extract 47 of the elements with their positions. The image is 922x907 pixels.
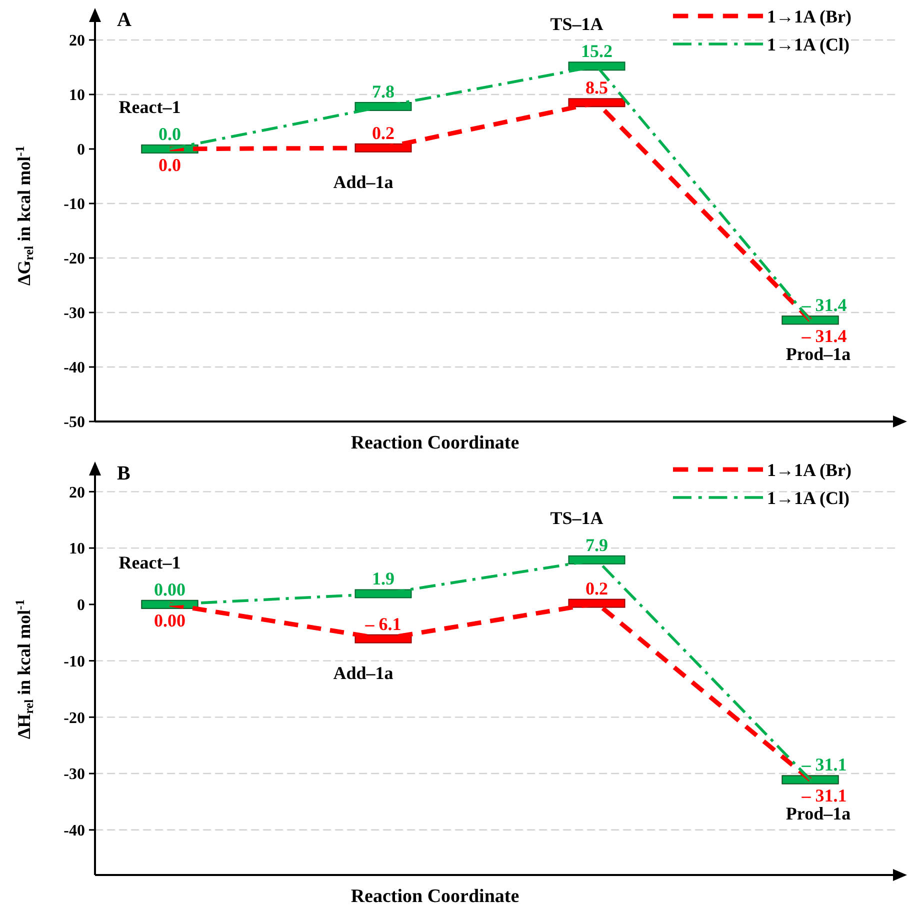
- data-label: 15.2: [581, 41, 613, 62]
- legend-label: 1→1A (Br): [767, 460, 852, 480]
- y-tick-label: -10: [64, 196, 85, 214]
- data-label: – 31.4: [800, 326, 847, 346]
- data-label: – 31.1: [800, 754, 847, 775]
- y-tick-label: -40: [64, 822, 85, 840]
- data-label: 0.2: [372, 122, 394, 143]
- legend-label: 1→1A (Cl): [767, 34, 850, 54]
- y-tick-label: 10: [69, 87, 85, 104]
- y-tick-label: -30: [64, 766, 85, 784]
- y-tick-label: -50: [64, 414, 85, 432]
- data-label: 0.0: [158, 154, 181, 175]
- data-label: – 31.1: [800, 786, 847, 806]
- data-label: 0.2: [586, 578, 608, 598]
- y-tick-label: 10: [69, 540, 85, 558]
- annotation: React–1: [118, 552, 181, 572]
- y-tick-label: 20: [69, 32, 85, 50]
- data-label: 0.00: [154, 610, 186, 630]
- data-label: 0.0: [158, 124, 181, 144]
- chart-title: A: [117, 9, 132, 31]
- y-tick-label: 20: [69, 484, 85, 502]
- annotation: Add–1a: [333, 172, 394, 192]
- annotation: React–1: [118, 96, 181, 117]
- annotation: Prod–1a: [786, 344, 851, 364]
- x-axis-title: Reaction Coordinate: [350, 886, 520, 907]
- annotation: TS–1A: [550, 508, 604, 528]
- annotation: TS–1A: [550, 14, 604, 34]
- y-tick-label: -20: [64, 250, 85, 268]
- data-label: – 6.1: [364, 614, 402, 634]
- y-tick-label: -10: [64, 653, 85, 670]
- y-tick-label: -20: [64, 710, 85, 727]
- data-label: – 31.4: [800, 295, 847, 316]
- y-tick-label: 0: [77, 142, 85, 159]
- data-label: 8.5: [586, 78, 608, 98]
- data-label: 0.00: [154, 579, 186, 600]
- x-axis-title: Reaction Coordinate: [350, 432, 520, 454]
- y-tick-label: -30: [64, 305, 85, 322]
- chart-title: B: [117, 462, 130, 484]
- legend-label: 1→1A (Cl): [767, 488, 850, 508]
- data-label: 7.8: [372, 81, 394, 102]
- y-tick-label: 0: [77, 597, 85, 614]
- y-tick-label: -40: [64, 360, 85, 377]
- legend-label: 1→1A (Br): [767, 6, 852, 26]
- annotation: Prod–1a: [786, 804, 851, 824]
- annotation: Add–1a: [333, 662, 394, 683]
- data-label: 1.9: [372, 568, 394, 589]
- data-label: 7.9: [586, 534, 608, 555]
